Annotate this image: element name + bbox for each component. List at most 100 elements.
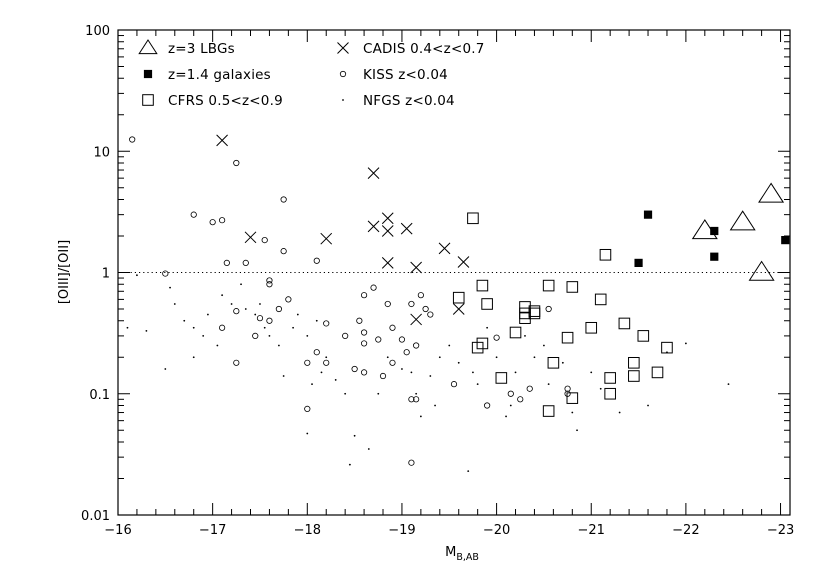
legend-entry-label: CFRS 0.5<z<0.9 — [168, 93, 283, 109]
point-circle — [564, 385, 571, 392]
point-square — [542, 405, 555, 417]
point-dot — [438, 356, 441, 359]
point-cross — [320, 232, 333, 245]
point-circle — [398, 336, 406, 343]
point-dot — [164, 368, 167, 370]
point-filled-square — [781, 236, 790, 245]
point-dot — [684, 342, 687, 345]
point-circle — [422, 305, 429, 313]
point-circle — [450, 381, 458, 388]
x-axis-label: MB,AB — [445, 545, 479, 563]
point-square — [476, 279, 489, 292]
x-tick-label: −22 — [672, 523, 699, 538]
point-dot — [367, 448, 370, 450]
point-circle — [360, 369, 368, 376]
point-circle — [304, 359, 311, 366]
point-circle — [484, 402, 491, 409]
point-cross — [381, 257, 394, 269]
point-square — [471, 341, 484, 354]
point-circle — [313, 349, 320, 356]
point-filled-square — [643, 210, 653, 219]
point-dot — [618, 411, 621, 414]
point-dot — [244, 308, 247, 310]
x-tick-label: −21 — [578, 523, 605, 538]
point-square — [599, 248, 612, 261]
point-dot — [268, 334, 271, 337]
point-circle — [219, 324, 226, 331]
point-dot — [240, 283, 242, 286]
point-dot — [401, 368, 403, 370]
point-dot — [216, 344, 219, 347]
point-circle — [389, 359, 396, 366]
point-circle — [233, 308, 240, 315]
point-square — [651, 366, 664, 379]
x-tick-label: −19 — [388, 523, 415, 538]
point-square — [585, 321, 598, 334]
point-cross — [457, 256, 470, 268]
point-dot — [561, 361, 564, 364]
point-square — [566, 392, 579, 404]
point-circle — [266, 317, 273, 324]
point-square — [528, 307, 541, 320]
point-circle — [403, 349, 410, 356]
legend-entry-label: z=3 LBGs — [168, 41, 235, 57]
point-circle — [280, 248, 287, 255]
point-dot — [348, 463, 351, 466]
point-dot — [576, 429, 578, 432]
point-circle — [370, 284, 377, 291]
point-cross — [244, 231, 257, 244]
legend-entry-label: NFGS z<0.04 — [363, 93, 455, 109]
legend-marker-dot — [342, 99, 344, 101]
point-circle — [190, 211, 197, 218]
point-dot — [282, 375, 285, 377]
point-circle — [360, 340, 368, 347]
point-cross — [367, 167, 380, 179]
point-circle — [389, 324, 396, 331]
point-dot — [599, 387, 602, 390]
point-square — [547, 356, 560, 369]
y-axis-label: [OIII]/[OII] — [57, 240, 72, 304]
point-circle — [233, 359, 240, 366]
point-circle — [356, 317, 363, 324]
point-dot — [509, 404, 512, 407]
point-dot — [524, 334, 526, 337]
point-dot — [486, 326, 489, 329]
point-square — [637, 330, 650, 342]
legend-entry-label: CADIS 0.4<z<0.7 — [363, 41, 485, 57]
point-circle — [129, 136, 136, 143]
point-dot — [259, 303, 261, 305]
legend-entry-label: z=1.4 galaxies — [168, 67, 271, 83]
point-dot — [727, 383, 730, 386]
point-square — [594, 293, 607, 306]
legend-marker-triangle — [138, 39, 158, 55]
point-circle — [384, 300, 391, 308]
point-dot — [514, 371, 517, 374]
point-dot — [263, 326, 266, 329]
point-dot — [571, 411, 574, 414]
point-dot — [429, 375, 432, 377]
y-tick-label: 100 — [85, 24, 110, 39]
point-cross — [438, 242, 451, 255]
point-dot — [230, 303, 233, 305]
point-dot — [547, 383, 550, 386]
point-circle — [304, 405, 311, 412]
point-circle — [408, 459, 415, 466]
data-marks — [126, 134, 790, 473]
point-circle — [408, 300, 415, 308]
point-circle — [252, 332, 259, 339]
point-circle — [162, 270, 169, 277]
point-circle — [285, 296, 292, 303]
point-circle — [342, 332, 349, 339]
point-dot — [386, 356, 389, 359]
x-tick-label: −17 — [199, 523, 226, 538]
point-dot — [495, 356, 498, 359]
legend-marker-filled-square — [143, 69, 153, 79]
point-circle — [233, 159, 240, 167]
point-triangle — [758, 182, 785, 203]
point-dot — [415, 392, 418, 395]
point-circle — [408, 396, 415, 403]
point-square — [561, 331, 574, 344]
point-circle — [280, 196, 287, 203]
point-circle — [517, 396, 524, 403]
